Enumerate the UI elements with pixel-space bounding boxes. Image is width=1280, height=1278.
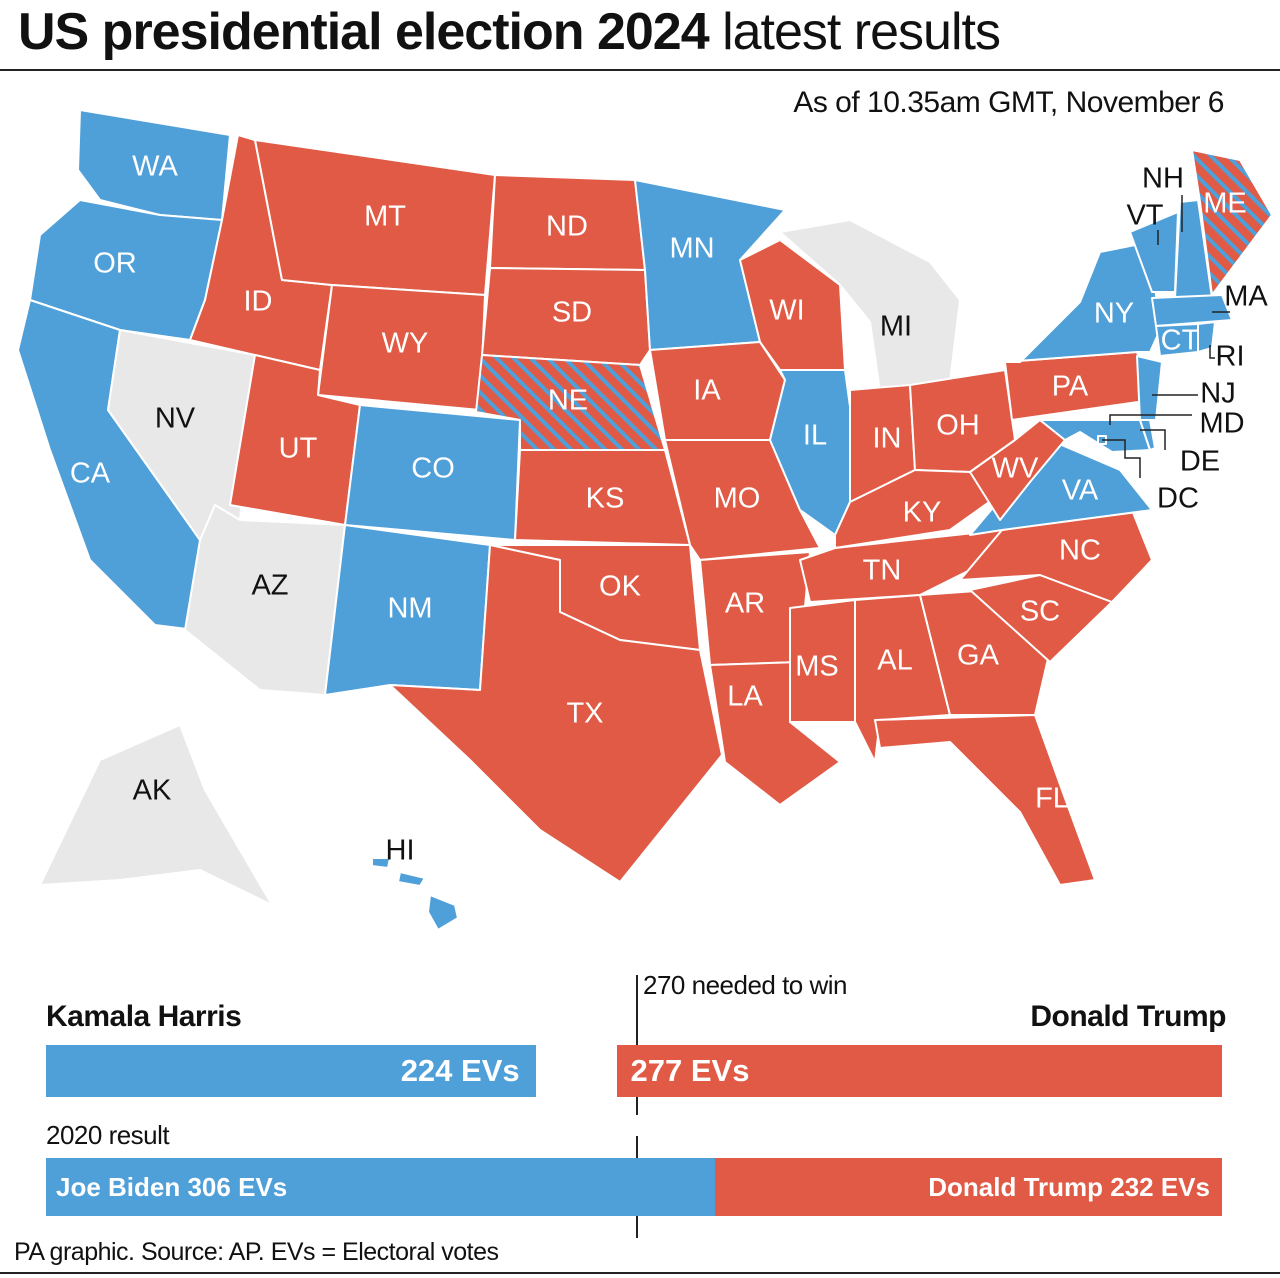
state-label-dc: DC [1157, 483, 1199, 515]
title-divider [0, 69, 1280, 71]
state-hi [371, 857, 391, 869]
state-label-wv: WV [992, 453, 1039, 485]
as-of-timestamp: As of 10.35am GMT, November 6 [793, 86, 1224, 119]
state-label-mo: MO [714, 483, 761, 515]
state-label-mi: MI [880, 311, 912, 343]
state-label-ak: AK [133, 775, 172, 807]
state-label-nj: NJ [1200, 378, 1235, 410]
leader-line [1109, 414, 1192, 425]
state-label-md: MD [1199, 408, 1244, 440]
state-label-ms: MS [795, 651, 839, 683]
state-label-ut: UT [279, 433, 318, 465]
title-rest: latest results [708, 3, 1001, 61]
state-il [769, 369, 861, 536]
win-threshold-label: 270 needed to win [643, 970, 848, 1000]
state-label-ri: RI [1216, 341, 1245, 373]
state-label-ar: AR [725, 588, 765, 620]
us-map: WA OR CA NV ID MT WY UT CO AZ NM ND SD NE KS OK TX MN IA MO… [17, 109, 1273, 931]
state-label-mn: MN [669, 233, 714, 265]
state-label-vt: VT [1126, 200, 1163, 232]
state-label-il: IL [803, 420, 827, 452]
state-label-oh: OH [936, 410, 980, 442]
biden-2020-bar: Joe Biden 306 EVs [46, 1158, 715, 1216]
state-tx [389, 544, 723, 883]
state-ri [1197, 321, 1216, 353]
state-ma [1151, 294, 1233, 327]
leader-line [1209, 345, 1215, 359]
source-note: PA graphic. Source: AP. EVs = Electoral … [14, 1238, 499, 1266]
state-label-az: AZ [251, 570, 288, 602]
harris-name: Kamala Harris [46, 1000, 242, 1033]
state-label-in: IN [873, 423, 902, 455]
harris-ev-bar: 224 EVs [46, 1045, 536, 1097]
bottom-divider [0, 1272, 1280, 1274]
state-sd [481, 267, 651, 366]
state-label-tn: TN [863, 555, 902, 587]
state-label-nv: NV [155, 403, 196, 435]
state-label-wy: WY [382, 328, 429, 360]
state-label-ks: KS [586, 483, 625, 515]
state-label-ky: KY [903, 497, 942, 529]
state-hi [397, 871, 426, 887]
state-label-id: ID [244, 286, 273, 318]
state-ny [1004, 241, 1161, 363]
state-label-sc: SC [1020, 596, 1060, 628]
title-bold: US presidential election 2024 [18, 3, 710, 61]
state-label-sd: SD [552, 297, 592, 329]
state-label-hi: HI [386, 835, 415, 867]
trump-name: Donald Trump [1030, 1000, 1226, 1033]
state-label-ga: GA [957, 640, 1000, 672]
state-label-ct: CT [1161, 325, 1200, 357]
leader-line [1140, 429, 1166, 450]
state-label-ny: NY [1094, 298, 1134, 330]
state-label-la: LA [727, 681, 763, 713]
state-label-nm: NM [387, 593, 432, 625]
leader-line [1102, 439, 1141, 478]
state-label-wi: WI [769, 295, 804, 327]
state-label-ne: NE [548, 385, 588, 417]
state-de [1139, 419, 1156, 451]
state-label-mt: MT [364, 201, 406, 233]
state-label-ia: IA [693, 375, 721, 407]
trump-ev-label: 277 EVs [630, 1053, 750, 1088]
state-label-nd: ND [546, 211, 588, 243]
harris-ev-label: 224 EVs [400, 1053, 520, 1088]
state-label-ok: OK [599, 571, 642, 603]
state-label-co: CO [411, 453, 455, 485]
state-me [1191, 149, 1273, 296]
state-label-nc: NC [1059, 535, 1101, 567]
state-label-de: DE [1180, 446, 1220, 478]
trump-2020-label: Donald Trump 232 EVs [928, 1171, 1210, 1202]
state-label-tx: TX [566, 698, 603, 730]
trump-ev-bar: 277 EVs [616, 1045, 1222, 1097]
state-hi [427, 894, 459, 931]
state-label-wa: WA [132, 151, 178, 183]
biden-2020-label: Joe Biden 306 EVs [56, 1171, 288, 1202]
state-label-me: ME [1203, 188, 1247, 220]
state-nj [1136, 355, 1163, 421]
state-label-ca: CA [70, 458, 111, 490]
state-fl [874, 714, 1096, 886]
state-label-fl: FL [1035, 783, 1069, 815]
result-2020-heading: 2020 result [46, 1120, 170, 1150]
state-label-va: VA [1062, 475, 1099, 507]
state-label-pa: PA [1052, 371, 1089, 403]
state-label-al: AL [877, 645, 912, 677]
trump-2020-bar: Donald Trump 232 EVs [714, 1158, 1222, 1216]
page-title: US presidential election 2024 latest res… [18, 2, 1001, 62]
state-label-or: OR [93, 248, 137, 280]
state-label-nh: NH [1142, 163, 1184, 195]
state-label-ma: MA [1224, 281, 1268, 313]
state-ak [39, 724, 273, 906]
